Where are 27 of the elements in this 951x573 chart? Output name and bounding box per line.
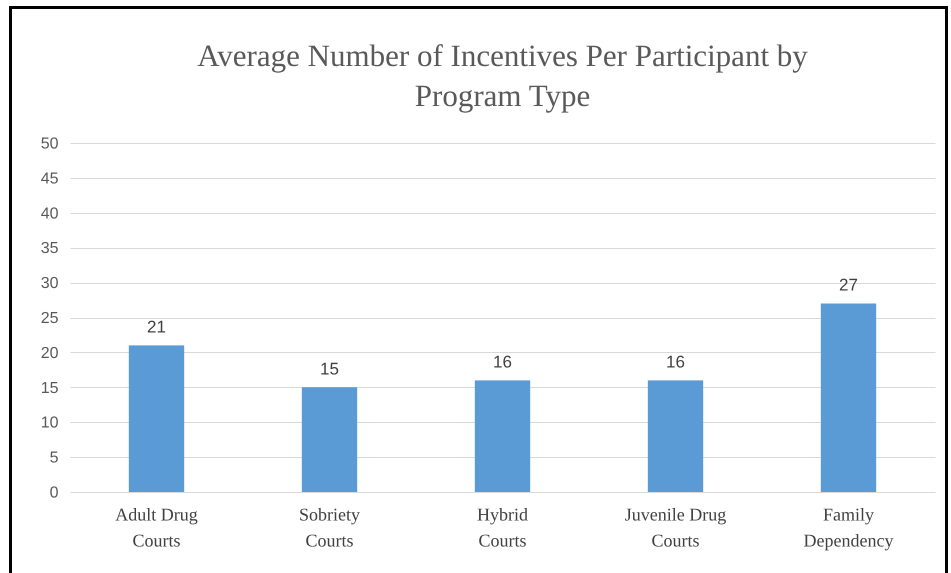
x-tick-label: Juvenile Drug Courts	[624, 504, 726, 550]
bar	[820, 304, 876, 492]
y-tick-label: 35	[40, 240, 59, 258]
y-tick-label: 15	[40, 380, 59, 397]
y-tick-label: 10	[40, 414, 59, 432]
x-tick-label: Family Dependency	[804, 504, 894, 550]
data-label: 16	[666, 352, 685, 372]
y-tick-label: 25	[40, 310, 59, 327]
bar	[648, 380, 704, 492]
chart-title: Average Number of Incentives Per Participant by Program Type	[197, 38, 808, 113]
x-tick-label: Adult Drug Courts	[115, 504, 198, 550]
y-tick-label: 0	[50, 484, 59, 502]
data-label: 16	[493, 352, 512, 372]
data-label: 21	[147, 317, 166, 336]
y-tick-label: 40	[40, 205, 59, 222]
data-label: 15	[320, 359, 339, 378]
data-label: 27	[839, 276, 858, 295]
y-tick-label: 45	[40, 170, 59, 188]
bar	[474, 380, 530, 492]
bar	[302, 387, 358, 492]
y-tick-label: 20	[40, 344, 59, 362]
x-tick-label: Sobriety Courts	[299, 504, 360, 550]
y-tick-label: 30	[40, 275, 59, 292]
y-tick-label: 50	[40, 136, 59, 152]
x-tick-label: Hybrid Courts	[477, 504, 528, 550]
y-tick-label: 5	[50, 450, 59, 467]
bar	[128, 345, 184, 492]
